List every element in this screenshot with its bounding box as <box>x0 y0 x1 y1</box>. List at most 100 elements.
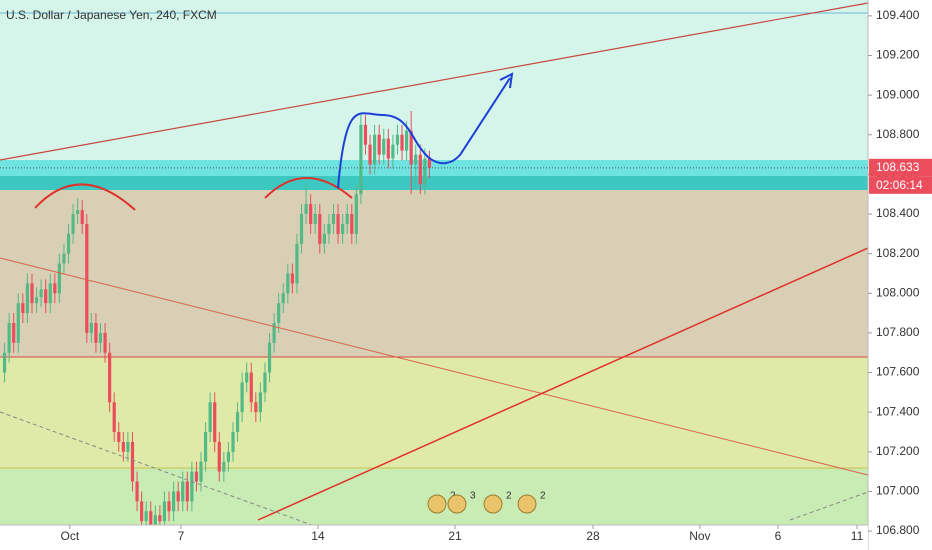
candle-body <box>34 297 39 304</box>
candle-body <box>80 210 84 224</box>
y-tick-label: 107.000 <box>876 484 920 498</box>
candle-body <box>112 402 116 432</box>
candle-body <box>12 323 16 343</box>
drawings <box>0 2 869 529</box>
candle-body <box>21 303 25 314</box>
candle-body <box>194 471 199 482</box>
y-tick-label: 108.000 <box>876 285 920 299</box>
candle-body <box>331 214 336 224</box>
y-tick-label: 109.000 <box>876 87 920 101</box>
projection-path <box>337 77 511 189</box>
y-tick-label: 106.800 <box>876 523 920 537</box>
candle-body <box>322 233 326 244</box>
candle-body <box>121 441 125 452</box>
last-price-box <box>869 158 932 177</box>
candle-body <box>181 481 185 502</box>
candle-body <box>363 124 368 145</box>
dashed-line <box>0 411 321 529</box>
candle-body <box>2 352 7 373</box>
y-tick-label: 107.800 <box>876 325 920 339</box>
y-tick-label: 109.200 <box>876 48 920 62</box>
candle-body <box>295 243 299 284</box>
candle-body <box>162 501 167 522</box>
candle-body <box>414 154 418 165</box>
countdown-box <box>869 176 932 194</box>
event-count: 3 <box>470 491 476 502</box>
candle-body <box>53 283 57 294</box>
candle-body <box>368 144 372 165</box>
y-tick-label: 108.400 <box>876 206 920 220</box>
candle-body <box>404 130 409 151</box>
candle-body <box>190 471 194 502</box>
chart-title: U.S. Dollar / Japanese Yen, 240, FXCM <box>6 8 217 22</box>
event-marker <box>517 494 537 514</box>
candle-body <box>153 515 157 528</box>
x-tick-label: 21 <box>448 529 462 543</box>
candle-body <box>240 382 244 413</box>
y-tick-label: 108.200 <box>876 246 920 260</box>
x-tick-label: Oct <box>61 529 80 543</box>
candle-body <box>377 134 381 155</box>
candle-body <box>263 372 267 393</box>
candle-body <box>203 431 208 462</box>
x-tick-label: Nov <box>689 529 710 543</box>
candle-body <box>400 134 404 151</box>
candle-body <box>427 158 432 168</box>
candle-body <box>30 283 34 304</box>
candle-body <box>304 204 308 215</box>
event-count: 2 <box>540 491 546 502</box>
candle-body <box>172 491 176 512</box>
price-axis <box>868 0 932 550</box>
event-marker <box>483 494 503 514</box>
candle-body <box>25 283 30 314</box>
candle-body <box>158 515 162 522</box>
candle-body <box>350 214 354 234</box>
zone-cyan <box>0 160 868 176</box>
candle-body <box>213 402 217 442</box>
trend-line <box>257 247 869 521</box>
candle-body <box>267 342 272 373</box>
candle-body <box>299 214 304 244</box>
candle-body <box>345 214 349 224</box>
candle-body <box>336 214 340 234</box>
y-tick-label: 109.400 <box>876 8 920 22</box>
event-count: 2 <box>506 491 512 502</box>
x-tick-label: 6 <box>775 529 782 543</box>
candle-body <box>135 481 139 502</box>
candle-body <box>235 412 240 432</box>
candle-body <box>409 130 413 165</box>
candle-body <box>354 194 358 234</box>
events: 2322 <box>427 491 546 514</box>
candle-body <box>76 210 80 215</box>
candle-body <box>98 332 103 343</box>
candle-body <box>309 204 313 224</box>
zones <box>0 0 868 528</box>
candle-body <box>222 461 226 472</box>
candle-body <box>89 323 93 333</box>
y-tick-label: 108.800 <box>876 127 920 141</box>
candle-body <box>341 223 345 234</box>
x-tick-label: 7 <box>178 529 185 543</box>
candle-body <box>140 501 144 522</box>
candle-body <box>313 214 317 224</box>
candle-body <box>199 461 203 482</box>
candle-body <box>39 289 43 298</box>
candle-body <box>281 293 285 304</box>
candle-body <box>208 402 212 432</box>
y-tick-label: 107.400 <box>876 404 920 418</box>
trend-line <box>0 2 869 161</box>
candle-body <box>85 223 89 333</box>
candle-body <box>149 511 153 528</box>
pattern-arc <box>264 177 353 199</box>
candle-body <box>423 158 427 185</box>
zone-dark-cyan <box>0 176 868 190</box>
candle-body <box>176 491 180 502</box>
candle-body <box>418 154 422 185</box>
candle-body <box>327 223 331 234</box>
x-tick-label: 28 <box>586 529 600 543</box>
candle-body <box>94 323 98 343</box>
candle-body <box>391 144 395 159</box>
candle-body <box>258 392 262 413</box>
candle-body <box>217 441 221 472</box>
